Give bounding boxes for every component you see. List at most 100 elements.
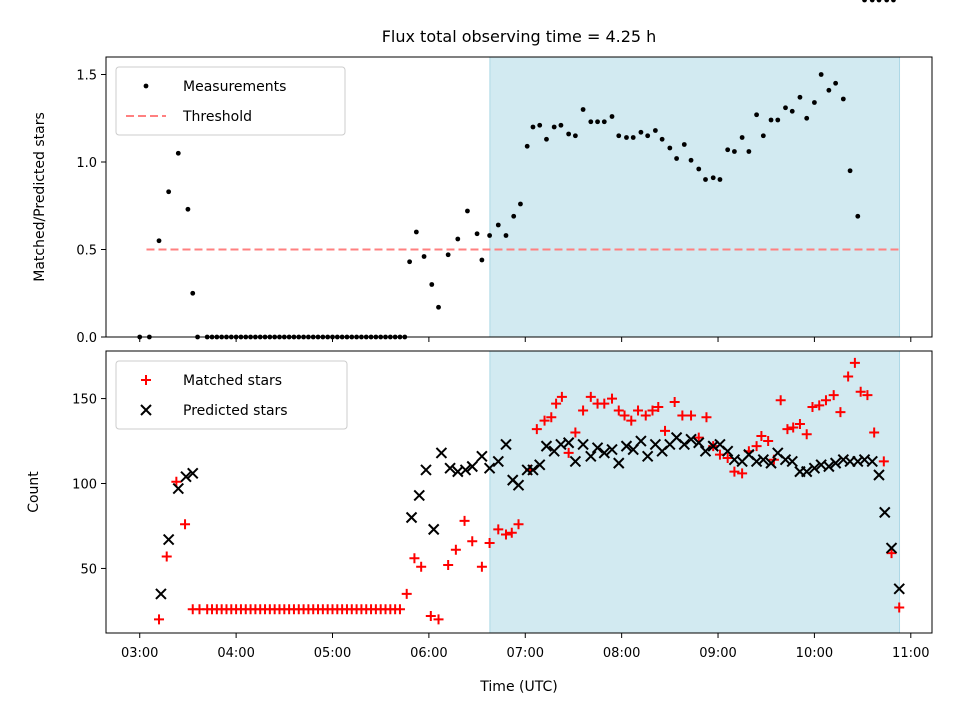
matched-stars-point xyxy=(775,395,786,406)
legend-box xyxy=(115,360,348,430)
measurement-point xyxy=(474,231,480,237)
predicted-stars-point xyxy=(500,438,512,451)
measurement-point xyxy=(175,150,181,156)
matched-stars-point xyxy=(394,604,405,615)
matched-stars-point xyxy=(782,424,793,435)
matched-stars-point xyxy=(433,614,444,625)
y-tick-label: 0.0 xyxy=(76,331,97,346)
measurement-point xyxy=(166,189,172,195)
matched-stars-point xyxy=(539,415,550,426)
matched-stars-point xyxy=(493,524,504,535)
y-tick-label: 1.0 xyxy=(76,156,97,171)
predicted-stars-point xyxy=(837,454,850,466)
legend-marker-predicted xyxy=(140,404,152,416)
matched-stars-point xyxy=(647,405,658,416)
predicted-stars-point xyxy=(685,433,697,446)
predicted-stars-point xyxy=(162,533,175,546)
predicted-stars-point xyxy=(180,471,192,483)
predicted-stars-point xyxy=(721,445,734,457)
chart-title: Flux total observing time = 4.25 h xyxy=(382,27,657,46)
matched-stars-point xyxy=(585,391,596,402)
predicted-stars-point xyxy=(693,437,705,449)
matched-stars-point xyxy=(513,519,524,530)
measurement-point xyxy=(580,107,586,112)
matched-stars-point xyxy=(869,427,880,438)
measurement-point xyxy=(667,145,673,151)
measurement-point xyxy=(891,0,896,3)
measurement-point xyxy=(495,222,501,228)
x-tick-label: 04:00 xyxy=(217,646,254,661)
measurement-point xyxy=(413,229,419,235)
predicted-stars-point xyxy=(540,440,553,452)
legend-marker-measurements xyxy=(143,83,149,89)
measurement-point xyxy=(407,259,413,265)
y-tick-label: 0.5 xyxy=(76,244,97,259)
matched-stars-point xyxy=(570,427,581,438)
predicted-stars-point xyxy=(466,460,478,473)
measurement-point xyxy=(804,115,810,121)
measurement-point xyxy=(703,177,708,182)
x-tick-label: 10:00 xyxy=(796,646,833,661)
matched-stars-point xyxy=(425,611,436,622)
legend-label: Measurements xyxy=(183,79,286,95)
legend-label: Threshold xyxy=(182,109,252,125)
matched-stars-point xyxy=(807,402,818,413)
matched-stars-point xyxy=(484,537,495,548)
matched-stars-point xyxy=(476,561,487,572)
predicted-stars-point xyxy=(829,457,842,469)
predicted-stars-point xyxy=(187,467,199,480)
measurement-point xyxy=(783,105,788,111)
x-tick-label: 09:00 xyxy=(699,646,736,661)
matched-stars-point xyxy=(409,553,420,564)
matched-stars-point xyxy=(686,410,697,421)
predicted-stars-point xyxy=(823,460,835,473)
matched-stars-point xyxy=(607,393,618,404)
measurement-point xyxy=(789,108,795,114)
predicted-stars-point xyxy=(527,464,539,476)
y-tick-label: 150 xyxy=(72,393,97,408)
x-tick-label: 08:00 xyxy=(603,646,640,661)
matched-stars-point xyxy=(843,371,854,382)
matched-stars-point xyxy=(531,424,542,435)
legend-label: Predicted stars xyxy=(183,403,288,419)
measurement-point xyxy=(797,94,803,100)
panel-bottom-counts: 03:00 04:00 05:00 06:00 07:00 08:00 09:00 10:00… xyxy=(26,350,933,661)
y-axis-label: Matched/Predicted stars xyxy=(32,112,48,282)
predicted-stars-point xyxy=(569,455,582,468)
predicted-stars-point xyxy=(613,457,625,469)
panel-top-ratio: 0.0 0.5 1.0 1.5 Matched/Predicted stars Measu… xyxy=(32,0,933,346)
measurement-point xyxy=(768,117,774,123)
matched-stars-point xyxy=(626,415,637,426)
measurement-point xyxy=(833,80,839,86)
legend-box xyxy=(115,66,346,136)
measurement-point xyxy=(445,252,451,258)
matched-stars-point xyxy=(467,536,478,547)
predicted-stars-point xyxy=(852,455,864,468)
predicted-stars-point xyxy=(866,455,878,468)
measurement-point xyxy=(479,257,485,263)
matched-stars-point xyxy=(763,436,774,447)
predicted-stars-point xyxy=(512,479,525,491)
measurement-point xyxy=(645,133,651,139)
plot-frame xyxy=(105,56,933,338)
matched-stars-point xyxy=(443,560,454,571)
measurement-point xyxy=(855,213,861,219)
measurement-point xyxy=(717,177,723,182)
predicted-stars-point xyxy=(635,435,647,447)
matched-stars-point xyxy=(820,395,831,406)
measurement-point xyxy=(884,0,890,3)
predicted-stars-point xyxy=(885,542,898,554)
matched-stars-point xyxy=(693,432,704,443)
matched-stars-point xyxy=(171,476,182,487)
matched-stars-point xyxy=(613,405,624,416)
measurement-point xyxy=(674,156,679,161)
y-axis-label: Count xyxy=(26,471,42,513)
x-tick-label: 06:00 xyxy=(410,646,447,661)
predicted-stars-point xyxy=(577,438,589,451)
matched-stars-point xyxy=(546,412,557,423)
predicted-stars-point xyxy=(750,455,763,468)
measurement-point xyxy=(754,112,759,118)
predicted-stars-point xyxy=(779,454,792,466)
matched-stars-point xyxy=(828,390,839,401)
